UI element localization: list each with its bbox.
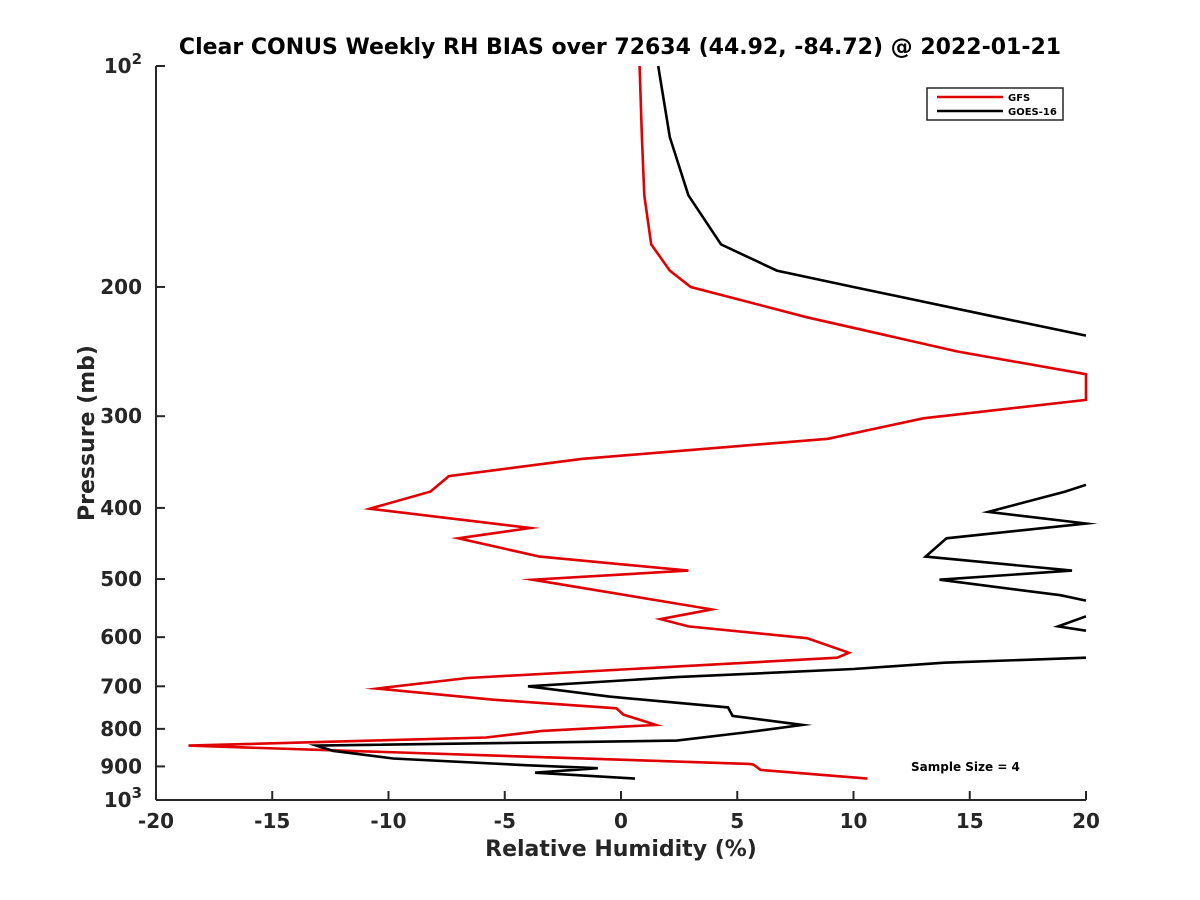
plot-background: [156, 66, 1086, 800]
y-tick-label: 300: [100, 404, 142, 428]
x-tick-label: 5: [730, 809, 744, 833]
y-tick-label: 500: [100, 567, 142, 591]
y-tick-label: 600: [100, 625, 142, 649]
series-layer: [188, 65, 1098, 780]
series-line-gfs: [188, 65, 1088, 780]
chart-title: Clear CONUS Weekly RH BIAS over 72634 (4…: [179, 35, 1061, 60]
x-tick-label: 0: [614, 809, 628, 833]
y-tick-label: 102: [104, 50, 142, 78]
x-tick-label: -15: [254, 809, 290, 833]
series-line-goes16: [308, 65, 1098, 780]
y-tick-label: 400: [100, 496, 142, 520]
y-tick-label: 900: [100, 754, 142, 778]
legend-label-gfs: GFS: [1008, 93, 1030, 104]
y-tick-label: 700: [100, 674, 142, 698]
x-tick-label: 20: [1072, 809, 1100, 833]
sample-size-annotation: Sample Size = 4: [911, 760, 1020, 774]
x-tick-label: -5: [494, 809, 516, 833]
legend-label-goes16: GOES-16: [1008, 107, 1057, 118]
x-tick-label: 15: [956, 809, 984, 833]
x-tick-label: -20: [138, 809, 174, 833]
x-axis-label: Relative Humidity (%): [485, 837, 757, 862]
x-tick-label: 10: [840, 809, 868, 833]
legend: GFS GOES-16: [926, 87, 1064, 121]
legend-box: [926, 87, 1064, 121]
y-tick-label: 200: [100, 275, 142, 299]
ticks-layer: -20 -15 -10 -5 0 5 10 15 20 102 200 300 400 500 600 700…: [100, 50, 1100, 833]
plot-area: -20 -15 -10 -5 0 5 10 15 20 102 200 300 400 500 600 700…: [100, 50, 1100, 833]
y-tick-label: 800: [100, 717, 142, 741]
y-tick-label: 103: [104, 784, 142, 812]
x-tick-label: -10: [370, 809, 406, 833]
y-axis-label: Pressure (mb): [75, 345, 100, 521]
